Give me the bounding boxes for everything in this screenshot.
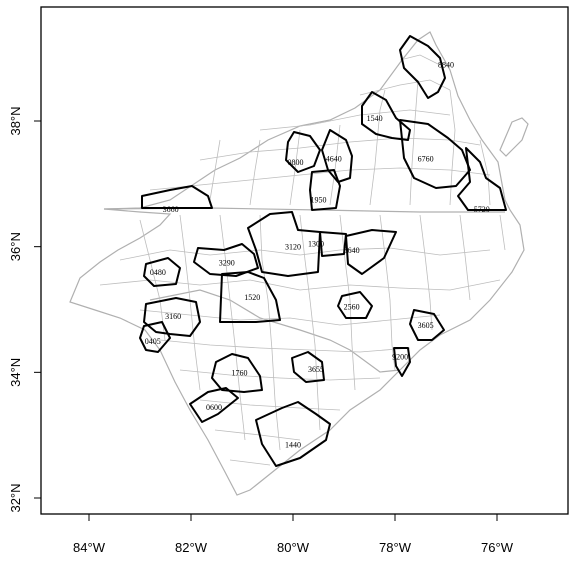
metro-area-code-label: 3660 (163, 205, 179, 214)
metro-area-code-label: 0600 (206, 403, 222, 412)
metro-area-code-label: 8840 (438, 60, 454, 69)
metro-area-code-label: 2560 (344, 302, 360, 311)
metro-area-code-label: 1950 (311, 196, 327, 205)
metro-area-code-label: 1440 (285, 441, 301, 450)
metro-area-code-label: 9200 (392, 353, 408, 362)
coastline-detail (500, 118, 528, 156)
metro-area-code-label: 0405 (145, 337, 161, 346)
plot-frame (41, 7, 568, 514)
metro-area-code-label: 3160 (165, 312, 181, 321)
x-axis-tick-label: 78°W (379, 540, 412, 555)
metro-area-code-label: 0480 (150, 268, 166, 277)
map-geography (70, 32, 528, 495)
metro-area-code-label: 3290 (219, 258, 235, 267)
y-axis-tick-label: 34°N (8, 358, 23, 387)
metro-area-code-label: 3120 (285, 243, 301, 252)
metro-area-code-label: 0800 (288, 158, 304, 167)
x-axis-tick-label: 84°W (73, 540, 106, 555)
metro-area-code-label: 1540 (367, 114, 383, 123)
metro-area-code-label: 5720 (474, 205, 490, 214)
metro-area-code-label: 3605 (418, 321, 434, 330)
x-axis-tick-label: 80°W (277, 540, 310, 555)
y-axis-tick-label: 38°N (8, 106, 23, 135)
metro-area-code-label: 1300 (308, 240, 324, 249)
metro-area-code-label: 6760 (418, 155, 434, 164)
y-axis-tick-label: 36°N (8, 232, 23, 261)
metro-area-code-label: 1520 (244, 293, 260, 302)
x-axis-tick-label: 76°W (481, 540, 514, 555)
metro-area-code-label: 1760 (231, 368, 247, 377)
metro-area-code-label: 3655 (308, 365, 324, 374)
y-axis: 32°N 34°N 36°N 38°N (8, 106, 41, 512)
x-axis-tick-label: 82°W (175, 540, 208, 555)
metro-area-code-label: 4640 (326, 155, 342, 164)
metro-area-code-label: 6640 (344, 246, 360, 255)
y-axis-tick-label: 32°N (8, 483, 23, 512)
x-axis: 84°W 82°W 80°W 78°W 76°W (73, 514, 514, 555)
state-divider-nc-sc (150, 290, 400, 372)
state-boundary (70, 32, 524, 495)
